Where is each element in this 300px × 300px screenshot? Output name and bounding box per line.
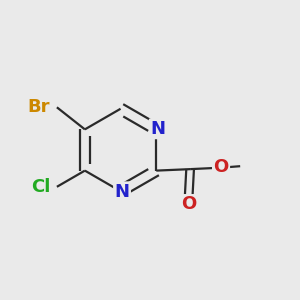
Text: O: O [181, 196, 196, 214]
Text: N: N [115, 183, 130, 201]
Text: Br: Br [27, 98, 50, 116]
Text: N: N [150, 120, 165, 138]
Text: Cl: Cl [32, 178, 51, 196]
Text: O: O [213, 158, 229, 176]
